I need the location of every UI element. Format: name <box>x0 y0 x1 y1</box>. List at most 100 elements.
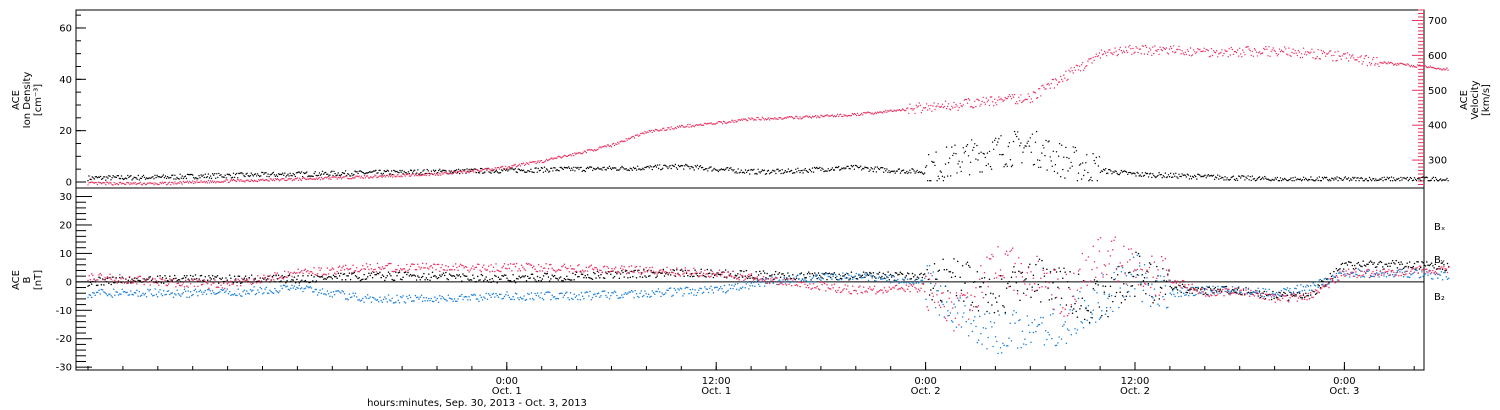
density-point <box>195 177 197 179</box>
velocity-point <box>180 182 182 184</box>
b-point-1 <box>1383 275 1385 277</box>
b-point-1 <box>845 272 848 274</box>
b-point-1 <box>503 295 506 298</box>
b-point-0 <box>507 279 509 282</box>
velocity-point <box>980 103 982 106</box>
velocity-point <box>229 180 232 182</box>
velocity-point <box>1362 61 1364 63</box>
b-point-0 <box>815 275 817 277</box>
density-point <box>332 174 334 177</box>
density-point <box>642 167 644 169</box>
density-point <box>282 172 284 174</box>
velocity-point <box>1264 48 1266 51</box>
b-point-1 <box>905 281 908 284</box>
b-point-1 <box>406 295 408 298</box>
velocity-point <box>818 116 820 118</box>
density-point <box>1266 178 1268 181</box>
velocity-point <box>877 112 880 114</box>
density-point <box>1285 178 1287 181</box>
density-point <box>1297 178 1300 180</box>
b-point-0 <box>1300 296 1302 299</box>
b-point-1 <box>899 281 902 283</box>
b-point-0 <box>390 275 392 277</box>
b-point-0 <box>333 275 336 278</box>
density-point <box>712 169 714 171</box>
b-point-1 <box>358 299 360 301</box>
density-point <box>651 168 653 171</box>
b-point-0 <box>541 278 544 280</box>
density-point <box>1410 177 1413 180</box>
b-point-1 <box>671 295 673 298</box>
b-point-1 <box>682 295 684 297</box>
b-point-0 <box>203 280 205 283</box>
velocity-point <box>1159 46 1161 48</box>
b-point-1 <box>387 294 390 296</box>
velocity-point <box>1150 49 1152 51</box>
density-point <box>592 169 594 172</box>
b-point-0 <box>461 280 463 282</box>
density-point <box>382 172 384 175</box>
b-point-1 <box>526 292 529 295</box>
b-point-1 <box>691 288 694 290</box>
velocity-point <box>374 174 376 176</box>
b-point-1 <box>1248 292 1251 295</box>
velocity-point <box>401 176 403 178</box>
density-point <box>735 171 737 173</box>
velocity-point <box>1447 69 1449 71</box>
b-point-0 <box>380 276 382 279</box>
b-point-1 <box>533 299 535 301</box>
b-point-0 <box>224 280 226 283</box>
density-point <box>548 171 550 173</box>
b-point-1 <box>453 298 456 300</box>
density-point <box>995 137 997 139</box>
b-point-1 <box>1214 289 1217 292</box>
b-point-0 <box>409 273 412 276</box>
velocity-point <box>1368 62 1371 64</box>
b-point-0 <box>387 271 390 273</box>
b-point-1 <box>787 279 789 281</box>
velocity-point <box>1346 52 1349 54</box>
b-point-0 <box>492 280 495 282</box>
b-point-0 <box>1162 267 1164 270</box>
b-point-0 <box>467 278 469 280</box>
velocity-point <box>451 173 454 175</box>
b-point-0 <box>443 274 446 277</box>
b-point-1 <box>474 294 476 296</box>
b-point-0 <box>1437 267 1439 270</box>
velocity-point <box>1388 62 1391 64</box>
b-point-0 <box>870 272 872 275</box>
b-point-1 <box>1285 289 1288 291</box>
density-point <box>397 171 399 173</box>
velocity-point <box>546 159 549 162</box>
velocity-point <box>1375 63 1377 65</box>
b-point-1 <box>633 296 635 299</box>
b-point-1 <box>253 286 255 288</box>
b-point-0 <box>1215 290 1218 292</box>
b-point-0 <box>469 279 472 281</box>
density-point <box>493 171 495 174</box>
b-point-0 <box>777 273 779 275</box>
density-point <box>329 174 331 176</box>
velocity-point <box>1256 55 1259 57</box>
b-point-0 <box>1196 289 1198 291</box>
b-point-1 <box>125 291 127 294</box>
velocity-point <box>222 181 224 183</box>
b-point-1 <box>484 297 486 299</box>
density-point <box>782 172 784 175</box>
b-point-0 <box>98 276 100 279</box>
b-point-1 <box>812 275 815 278</box>
b-point-0 <box>672 268 674 271</box>
b-point-0 <box>916 276 919 278</box>
density-point <box>791 172 794 174</box>
velocity-point <box>776 118 778 120</box>
velocity-point <box>315 177 317 179</box>
b-point-0 <box>860 275 862 277</box>
velocity-point <box>710 122 712 124</box>
b-point-1 <box>243 289 246 292</box>
density-point <box>815 167 817 170</box>
b-point-0 <box>768 275 771 277</box>
velocity-point <box>131 183 133 185</box>
b-point-0 <box>1040 301 1042 303</box>
velocity-point <box>924 106 927 109</box>
velocity-point <box>757 116 759 119</box>
